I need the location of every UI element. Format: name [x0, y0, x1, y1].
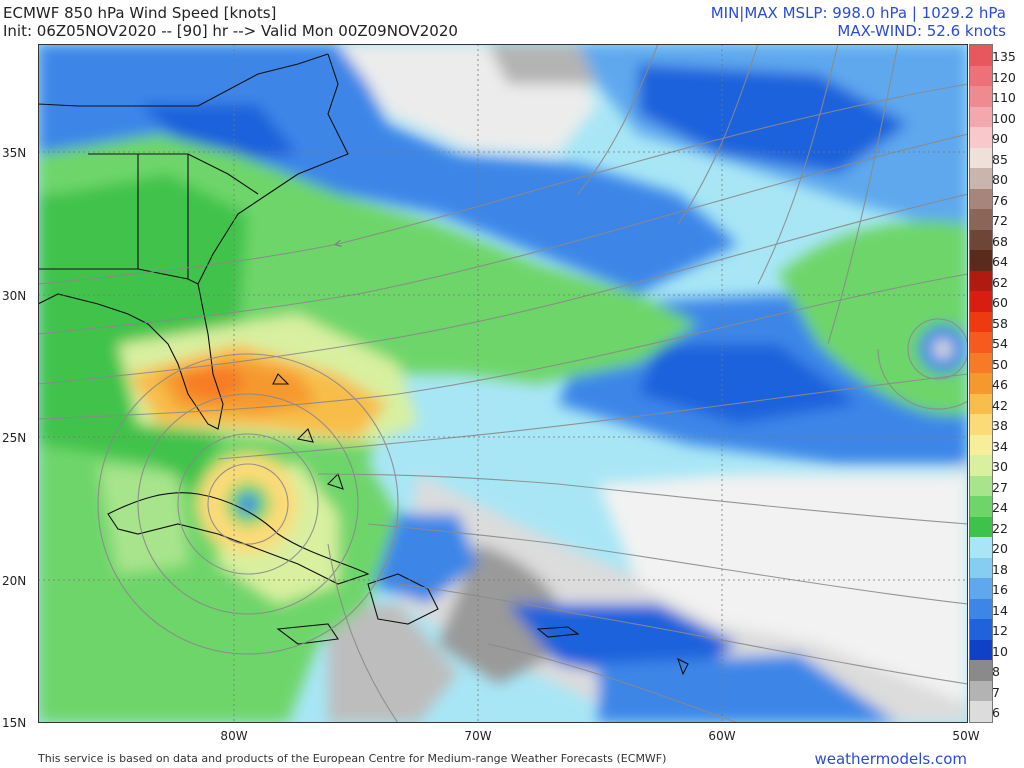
lon-label-70w: 70W: [464, 729, 492, 743]
colorbar-label: 62: [992, 274, 1008, 290]
colorbar-cell: [970, 106, 992, 128]
colorbar-label: 80: [992, 172, 1008, 188]
colorbar-label: 46: [992, 377, 1008, 393]
colorbar-cell: [970, 393, 992, 415]
colorbar-label: 6: [992, 705, 1000, 721]
colorbar-label: 72: [992, 213, 1008, 229]
lon-label-80w: 80W: [220, 729, 248, 743]
wind-field-shading: [38, 44, 968, 723]
colorbar-cell: [970, 168, 992, 190]
colorbar-label: 60: [992, 295, 1008, 311]
coastlines: [38, 53, 689, 676]
colorbar-cell: [970, 680, 992, 702]
colorbar-cell: [970, 229, 992, 251]
colorbar-label: 22: [992, 520, 1008, 536]
graticule: [38, 44, 968, 723]
wind-speed-map: [38, 44, 968, 723]
colorbar-cell: [970, 373, 992, 395]
lat-label-25n: 25N: [2, 431, 27, 445]
colorbar-label: 24: [992, 500, 1008, 516]
colorbar-cell: [970, 598, 992, 620]
colorbar-cell: [970, 147, 992, 169]
max-wind: MAX-WIND: 52.6 knots: [837, 22, 1006, 40]
colorbar-label: 38: [992, 418, 1008, 434]
ecmwf-credit: This service is based on data and produc…: [38, 752, 667, 765]
colorbar-label: 27: [992, 479, 1008, 495]
colorbar-label: 68: [992, 233, 1008, 249]
colorbar-label: 58: [992, 315, 1008, 331]
lon-label-60w: 60W: [708, 729, 736, 743]
lat-label-30n: 30N: [2, 289, 27, 303]
colorbar-label: 42: [992, 397, 1008, 413]
colorbar-label: 14: [992, 602, 1008, 618]
init-valid-time: Init: 06Z05NOV2020 -- [90] hr --> Valid …: [3, 22, 458, 40]
colorbar-label: 110: [992, 90, 1016, 106]
colorbar-cell: [970, 537, 992, 559]
colorbar-label: 30: [992, 459, 1008, 475]
colorbar-cell: [970, 496, 992, 518]
colorbar-cell: [970, 414, 992, 436]
colorbar-label: 54: [992, 336, 1008, 352]
map-canvas: [38, 44, 968, 723]
colorbar-cell: [970, 65, 992, 87]
mslp-range: MIN|MAX MSLP: 998.0 hPa | 1029.2 hPa: [710, 4, 1006, 22]
colorbar-label: 100: [992, 110, 1016, 126]
colorbar-cell: [970, 291, 992, 313]
colorbar-cell: [970, 209, 992, 231]
map-frame: [38, 44, 968, 723]
colorbar-label: 135: [992, 49, 1016, 64]
streamlines: [38, 44, 968, 723]
lon-label-50w: 50W: [952, 729, 980, 743]
colorbar-cell: [970, 270, 992, 292]
colorbar-cell: [970, 557, 992, 579]
colorbar-cell: [970, 516, 992, 538]
colorbar-label: 76: [992, 192, 1008, 208]
colorbar-cell: [970, 639, 992, 661]
colorbar-cell: [970, 434, 992, 456]
colorbar-label: 12: [992, 623, 1008, 639]
colorbar-cell: [970, 701, 992, 723]
colorbar-label: 10: [992, 643, 1008, 659]
brand-link[interactable]: weathermodels.com: [814, 750, 967, 768]
colorbar-cell: [970, 578, 992, 600]
colorbar-cell: [970, 250, 992, 272]
colorbar-cell: [970, 127, 992, 149]
colorbar-cell: [970, 455, 992, 477]
colorbar-cell: [970, 660, 992, 682]
colorbar-label: 7: [992, 684, 1000, 700]
colorbar-cell: [970, 475, 992, 497]
colorbar-label: 8: [992, 664, 1000, 680]
colorbar-cell: [970, 352, 992, 374]
colorbar-label: 50: [992, 356, 1008, 372]
colorbar-label: 20: [992, 541, 1008, 557]
colorbar-cell: [970, 332, 992, 354]
colorbar-cell: [970, 311, 992, 333]
colorbar-label: 90: [992, 131, 1008, 147]
colorbar-label: 16: [992, 582, 1008, 598]
colorbar-label: 85: [992, 151, 1008, 167]
colorbar-cell: [970, 45, 992, 66]
colorbar-label: 64: [992, 254, 1008, 270]
lat-label-15n: 15N: [2, 716, 27, 730]
colorbar-label: 18: [992, 561, 1008, 577]
map-title: ECMWF 850 hPa Wind Speed [knots]: [3, 4, 277, 22]
colorbar-label: 34: [992, 438, 1008, 454]
wind-speed-colorbar: [969, 44, 993, 723]
lat-label-35n: 35N: [2, 146, 27, 160]
colorbar-cell: [970, 188, 992, 210]
colorbar-cell: [970, 619, 992, 641]
colorbar-cell: [970, 86, 992, 108]
colorbar-label: 120: [992, 69, 1016, 85]
lat-label-20n: 20N: [2, 574, 27, 588]
